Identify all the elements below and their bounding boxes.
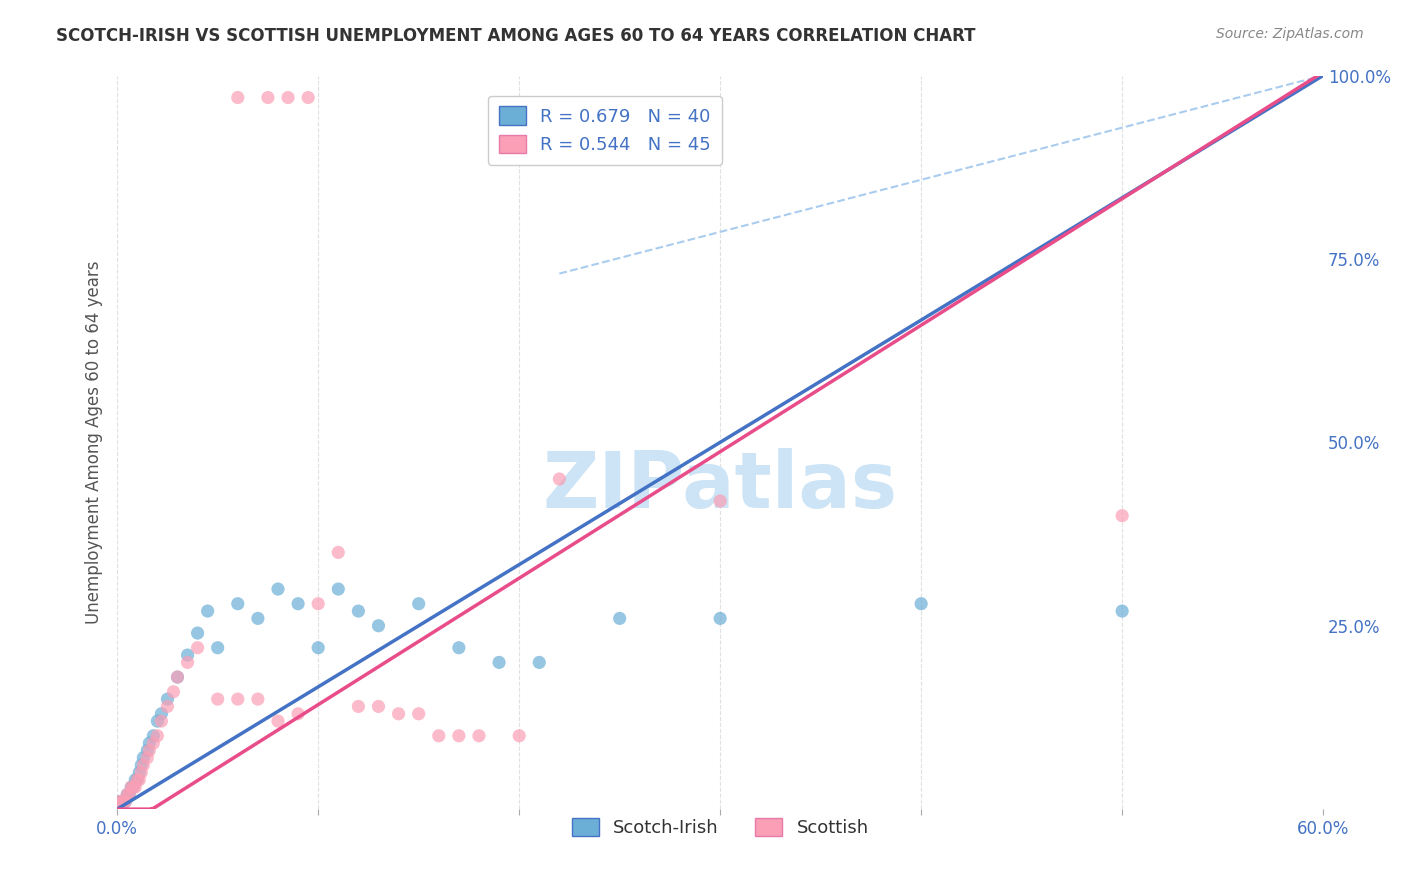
Y-axis label: Unemployment Among Ages 60 to 64 years: Unemployment Among Ages 60 to 64 years bbox=[86, 260, 103, 624]
Point bbox=[132, 751, 155, 765]
Point bbox=[131, 765, 153, 780]
Point bbox=[387, 706, 409, 721]
Point bbox=[142, 729, 165, 743]
Point bbox=[146, 714, 169, 728]
Point bbox=[226, 692, 249, 706]
Point bbox=[118, 788, 141, 802]
Point bbox=[508, 729, 530, 743]
Point bbox=[709, 611, 731, 625]
Point bbox=[115, 788, 138, 802]
Point bbox=[156, 692, 179, 706]
Point bbox=[131, 758, 153, 772]
Point bbox=[166, 670, 188, 684]
Point bbox=[246, 692, 269, 706]
Point bbox=[367, 618, 389, 632]
Point bbox=[132, 758, 155, 772]
Point bbox=[609, 611, 631, 625]
Legend: Scotch-Irish, Scottish: Scotch-Irish, Scottish bbox=[564, 810, 876, 844]
Point bbox=[427, 729, 450, 743]
Point bbox=[142, 736, 165, 750]
Point bbox=[709, 494, 731, 508]
Point bbox=[1111, 604, 1133, 618]
Point bbox=[114, 795, 136, 809]
Point bbox=[468, 729, 491, 743]
Point bbox=[287, 597, 309, 611]
Text: ZIPatlas: ZIPatlas bbox=[543, 449, 897, 524]
Point bbox=[122, 780, 145, 794]
Point bbox=[488, 656, 510, 670]
Point bbox=[156, 699, 179, 714]
Point bbox=[226, 90, 249, 104]
Point bbox=[150, 706, 173, 721]
Point bbox=[176, 656, 198, 670]
Point bbox=[146, 729, 169, 743]
Point bbox=[1111, 508, 1133, 523]
Text: SCOTCH-IRISH VS SCOTTISH UNEMPLOYMENT AMONG AGES 60 TO 64 YEARS CORRELATION CHAR: SCOTCH-IRISH VS SCOTTISH UNEMPLOYMENT AM… bbox=[56, 27, 976, 45]
Point bbox=[110, 795, 132, 809]
Point bbox=[246, 611, 269, 625]
Point bbox=[548, 472, 571, 486]
Point bbox=[307, 597, 329, 611]
Point bbox=[138, 736, 160, 750]
Point bbox=[136, 751, 159, 765]
Point bbox=[115, 788, 138, 802]
Point bbox=[408, 706, 430, 721]
Point bbox=[328, 545, 350, 559]
Point bbox=[529, 656, 551, 670]
Point bbox=[150, 714, 173, 728]
Point bbox=[328, 582, 350, 596]
Point bbox=[108, 795, 131, 809]
Point bbox=[226, 597, 249, 611]
Point bbox=[120, 780, 142, 794]
Point bbox=[124, 780, 146, 794]
Point bbox=[207, 692, 229, 706]
Point bbox=[267, 714, 290, 728]
Text: Source: ZipAtlas.com: Source: ZipAtlas.com bbox=[1216, 27, 1364, 41]
Point bbox=[128, 765, 150, 780]
Point bbox=[162, 685, 184, 699]
Point bbox=[166, 670, 188, 684]
Point bbox=[127, 772, 149, 787]
Point bbox=[187, 640, 209, 655]
Point bbox=[447, 640, 470, 655]
Point bbox=[347, 699, 370, 714]
Point bbox=[122, 780, 145, 794]
Point bbox=[124, 772, 146, 787]
Point bbox=[287, 706, 309, 721]
Point bbox=[197, 604, 219, 618]
Point bbox=[112, 795, 135, 809]
Point bbox=[277, 90, 299, 104]
Point bbox=[112, 795, 135, 809]
Point bbox=[108, 795, 131, 809]
Point bbox=[110, 795, 132, 809]
Point bbox=[136, 743, 159, 757]
Point bbox=[367, 699, 389, 714]
Point bbox=[120, 780, 142, 794]
Point bbox=[257, 90, 280, 104]
Point bbox=[118, 788, 141, 802]
Point bbox=[267, 582, 290, 596]
Point bbox=[307, 640, 329, 655]
Point bbox=[347, 604, 370, 618]
Point bbox=[187, 626, 209, 640]
Point bbox=[138, 743, 160, 757]
Point bbox=[408, 597, 430, 611]
Point bbox=[447, 729, 470, 743]
Point bbox=[114, 795, 136, 809]
Point bbox=[297, 90, 319, 104]
Point bbox=[207, 640, 229, 655]
Point bbox=[128, 772, 150, 787]
Point bbox=[176, 648, 198, 662]
Point bbox=[127, 772, 149, 787]
Point bbox=[910, 597, 932, 611]
